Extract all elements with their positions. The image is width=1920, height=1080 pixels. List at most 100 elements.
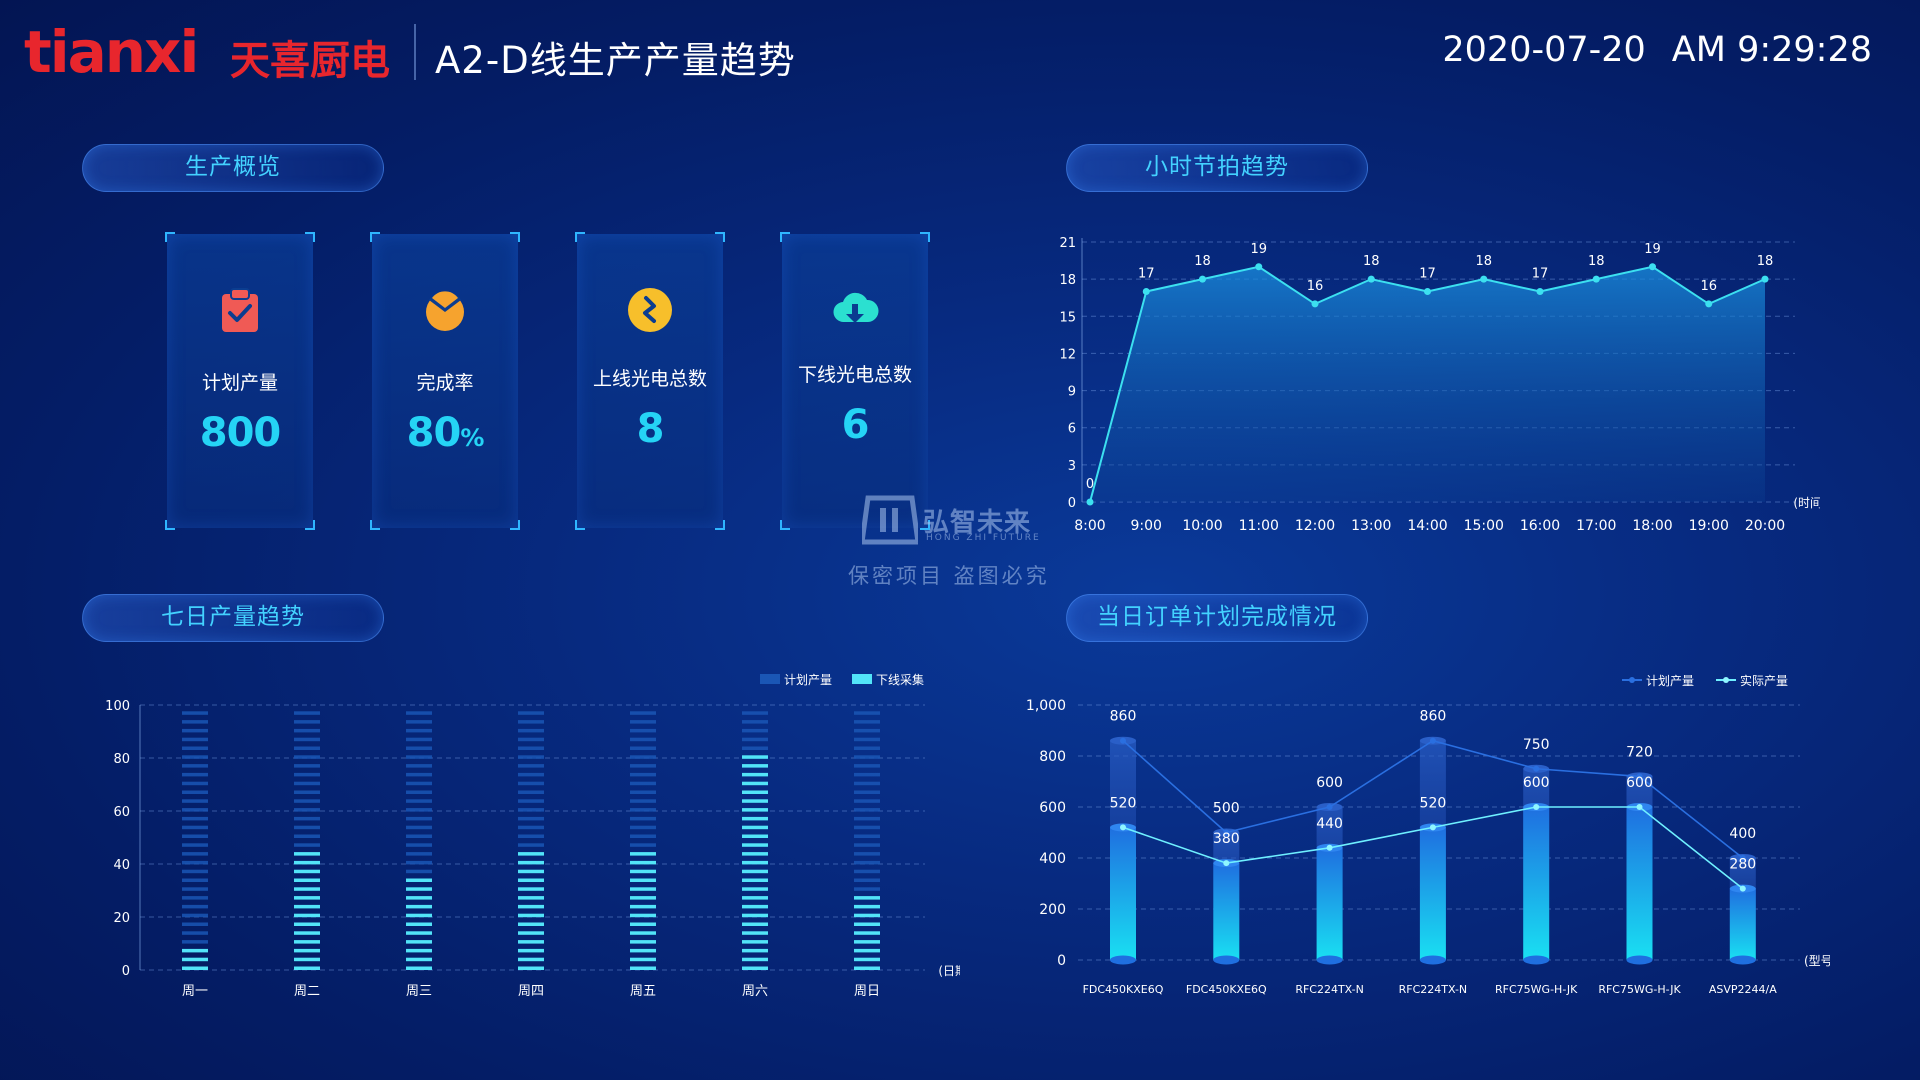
- y-tick-label: 0: [1068, 496, 1076, 511]
- actual-bar-segment: [742, 799, 768, 803]
- actual-bar-segment: [518, 878, 544, 882]
- plan-bar-segment: [518, 790, 544, 794]
- tab-weekly[interactable]: 七日产量趋势: [82, 594, 384, 642]
- logo-text: tianxi: [24, 18, 197, 86]
- plan-bar-segment: [854, 816, 880, 821]
- bar-base: [1110, 955, 1136, 965]
- legend-swatch-plan: [760, 674, 780, 684]
- plan-bar-segment: [630, 781, 656, 786]
- plan-bar-segment: [854, 852, 880, 856]
- plan-bar-segment: [182, 720, 208, 724]
- watermark-brand: 弘智未来: [923, 508, 1032, 538]
- plan-bar-segment: [630, 746, 656, 750]
- data-label: 18: [1194, 254, 1211, 269]
- plan-point: [1326, 804, 1333, 810]
- actual-point: [1223, 860, 1230, 867]
- actual-bar-segment: [742, 931, 768, 935]
- x-tick-label: 20:00: [1745, 518, 1785, 534]
- plan-bar-segment: [406, 843, 432, 847]
- x-tick-label: 13:00: [1351, 518, 1391, 534]
- data-point: [1255, 263, 1263, 271]
- lightning-coin-icon: [628, 288, 672, 332]
- actual-bar-segment: [854, 966, 880, 970]
- plan-data-label: 720: [1626, 744, 1653, 760]
- time-text: AM 9:29:28: [1671, 30, 1872, 70]
- actual-bar-segment: [518, 860, 544, 865]
- actual-bar-segment: [406, 966, 432, 970]
- plan-bar-segment: [630, 711, 656, 715]
- actual-bar-segment: [182, 957, 208, 962]
- actual-bar-segment: [406, 948, 432, 953]
- x-axis-label: (时间): [1793, 496, 1820, 510]
- actual-bar-segment: [182, 948, 208, 953]
- logo-cn: 天喜厨电: [230, 38, 390, 84]
- plan-bar-segment: [294, 834, 320, 838]
- kpi-value: 80%: [406, 410, 485, 456]
- x-tick-label: 周三: [406, 984, 432, 999]
- actual-bar-segment: [630, 931, 656, 935]
- plan-bar-segment: [294, 781, 320, 786]
- plan-bar-segment: [182, 887, 208, 891]
- x-axis-label: (日期): [938, 964, 960, 978]
- actual-bar-segment: [630, 887, 656, 891]
- actual-bar-segment: [630, 896, 656, 900]
- actual-bar-segment: [854, 940, 880, 944]
- actual-bar-segment: [742, 808, 768, 812]
- actual-bar-segment: [294, 869, 320, 874]
- actual-bar-segment: [406, 913, 432, 918]
- x-tick-label: ASVP2244/A: [1709, 983, 1777, 996]
- plan-bar-segment: [854, 755, 880, 759]
- actual-bar-segment: [742, 781, 768, 786]
- data-point: [1142, 288, 1150, 296]
- actual-bar-segment: [742, 772, 768, 777]
- y-tick-label: 0: [1057, 953, 1066, 969]
- kpi-value: 6: [841, 402, 870, 448]
- watermark-brand-en: HONG ZHI FUTURE: [926, 533, 1041, 543]
- plan-bar-segment: [182, 852, 208, 856]
- actual-bar-segment: [742, 957, 768, 962]
- plan-bar-segment: [182, 843, 208, 847]
- actual-bar-segment: [630, 878, 656, 882]
- actual-bar: [1729, 888, 1756, 960]
- actual-bar-segment: [742, 764, 768, 768]
- x-tick-label: RFC75WG-H-JK: [1598, 983, 1681, 996]
- y-tick-label: 9: [1068, 385, 1076, 400]
- x-tick-label: 周六: [742, 984, 768, 999]
- plan-bar-segment: [182, 808, 208, 812]
- plan-bar-segment: [854, 843, 880, 847]
- plan-bar-segment: [854, 772, 880, 777]
- actual-bar-segment: [406, 904, 432, 909]
- actual-bar-segment: [630, 948, 656, 953]
- actual-bar-segment: [854, 957, 880, 962]
- actual-bar-segment: [294, 940, 320, 944]
- x-tick-label: 10:00: [1182, 518, 1222, 534]
- data-label: 19: [1644, 242, 1661, 257]
- actual-bar: [1110, 827, 1136, 960]
- actual-bar-segment: [854, 931, 880, 935]
- actual-bar-segment: [406, 931, 432, 935]
- tab-overview[interactable]: 生产概览: [82, 144, 384, 192]
- plan-bar-segment: [294, 799, 320, 803]
- tab-hourly[interactable]: 小时节拍趋势: [1066, 144, 1368, 192]
- tab-orders[interactable]: 当日订单计划完成情况: [1066, 594, 1368, 642]
- plan-data-label: 750: [1523, 737, 1550, 753]
- plan-bar-segment: [182, 746, 208, 750]
- plan-point: [1223, 829, 1230, 836]
- plan-bar-segment: [518, 772, 544, 777]
- x-tick-label: 11:00: [1239, 518, 1279, 534]
- plan-bar-segment: [854, 808, 880, 812]
- plan-bar-segment: [742, 728, 768, 733]
- actual-bar-segment: [742, 843, 768, 847]
- plan-bar-segment: [294, 755, 320, 759]
- plan-data-label: 860: [1420, 709, 1447, 725]
- kpi-label: 计划产量: [201, 372, 278, 394]
- actual-bar-segment: [742, 940, 768, 944]
- actual-bar-segment: [294, 931, 320, 935]
- plan-bar-segment: [518, 816, 544, 821]
- actual-bar-segment: [294, 948, 320, 953]
- legend-label-plan: 计划产量: [1646, 674, 1694, 688]
- plan-bar-segment: [854, 781, 880, 786]
- plan-bar-segment: [406, 755, 432, 759]
- plan-bar-segment: [406, 720, 432, 724]
- x-tick-label: RFC224TX-N: [1295, 983, 1364, 996]
